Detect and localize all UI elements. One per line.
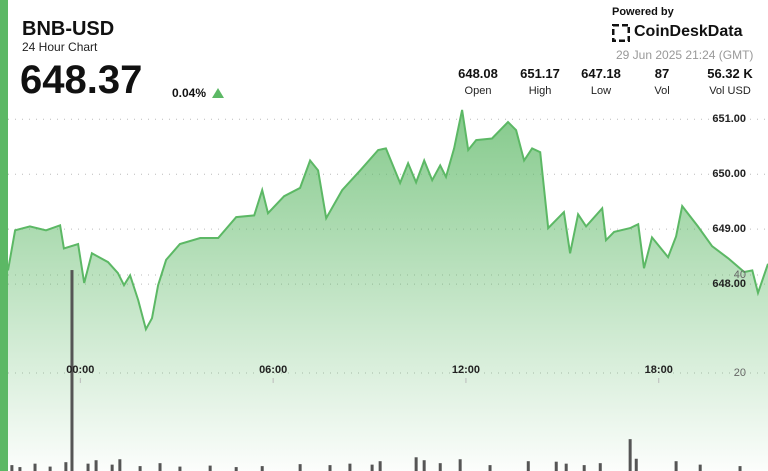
volume-bar	[178, 466, 182, 471]
volume-bar	[628, 439, 632, 471]
volume-bar	[582, 465, 586, 471]
volume-bar	[118, 459, 122, 471]
stat-label: Vol USD	[709, 85, 751, 97]
stat: 648.08 Open	[443, 66, 513, 97]
timestamp: 29 Jun 2025 21:24 (GMT)	[616, 48, 754, 62]
volume-bar	[234, 467, 238, 471]
powered-by: Powered by	[612, 6, 674, 18]
brand-logo	[612, 24, 630, 42]
volume-bar	[370, 464, 374, 471]
volume-bar	[698, 464, 702, 471]
x-tick-label: 18:00	[645, 364, 673, 376]
volume-bar	[674, 461, 678, 471]
volume-bar	[422, 460, 426, 471]
volume-bar	[64, 462, 68, 471]
volume-bar	[554, 461, 558, 471]
stat-label: Vol	[654, 85, 670, 97]
volume-bar	[458, 459, 462, 471]
x-tick-label: 12:00	[452, 364, 480, 376]
stat-label: Open	[464, 85, 492, 97]
y-tick-label: 651.00	[712, 113, 746, 125]
stat-label: Low	[590, 85, 612, 97]
stat: 651.17 High	[505, 66, 575, 97]
volume-bar	[526, 461, 530, 471]
volume-bar	[10, 465, 14, 471]
y-tick-label: 650.00	[712, 168, 746, 180]
price: 648.37	[20, 58, 143, 102]
stat-label: High	[528, 85, 552, 97]
price-line	[7, 109, 768, 332]
brand: CoinDeskData	[634, 23, 743, 40]
stat-value: 56.32 K	[707, 66, 753, 81]
volume-bar	[488, 465, 492, 471]
volume-bar	[738, 466, 742, 471]
volume-bar	[348, 463, 352, 471]
stat: 56.32 K Vol USD	[695, 66, 765, 97]
stat-value: 647.18	[581, 66, 621, 81]
volume-bar	[564, 463, 568, 471]
volume-bar	[634, 458, 638, 471]
stat: 87 Vol	[627, 66, 697, 97]
volume-bar	[48, 466, 52, 471]
volume-bar	[598, 463, 602, 471]
volume-bar	[328, 465, 332, 471]
y2-tick-label: 20	[734, 367, 746, 379]
subtitle: 24 Hour Chart	[22, 40, 98, 54]
y2-tick-label: 40	[734, 269, 746, 281]
change: 0.04%	[172, 86, 207, 100]
y-tick-label: 648.00	[712, 278, 746, 290]
volume-bar	[70, 270, 74, 471]
y-tick-label: 649.00	[712, 223, 746, 235]
volume-bar	[438, 463, 442, 471]
x-tick-label: 00:00	[66, 364, 94, 376]
volume-bar	[378, 461, 382, 471]
stat: 647.18 Low	[566, 66, 636, 97]
volume-bar	[414, 457, 418, 471]
title: BNB-USD	[22, 18, 115, 40]
volume-bar	[158, 463, 162, 471]
volume-bar	[18, 467, 22, 471]
volume-bar	[298, 464, 302, 471]
volume-bar	[208, 465, 212, 471]
volume-bar	[110, 464, 114, 471]
stat-value: 87	[654, 66, 670, 81]
volume-bar	[86, 463, 90, 471]
volume-bar	[94, 460, 98, 471]
volume-bar	[138, 466, 142, 471]
stat-value: 648.08	[458, 66, 498, 81]
volume-bar	[33, 463, 37, 471]
stat-value: 651.17	[520, 66, 560, 81]
x-tick-label: 06:00	[259, 364, 287, 376]
up-arrow	[212, 88, 224, 98]
volume-bar	[260, 466, 264, 471]
price-area	[8, 109, 768, 471]
accent-bar	[0, 0, 8, 471]
